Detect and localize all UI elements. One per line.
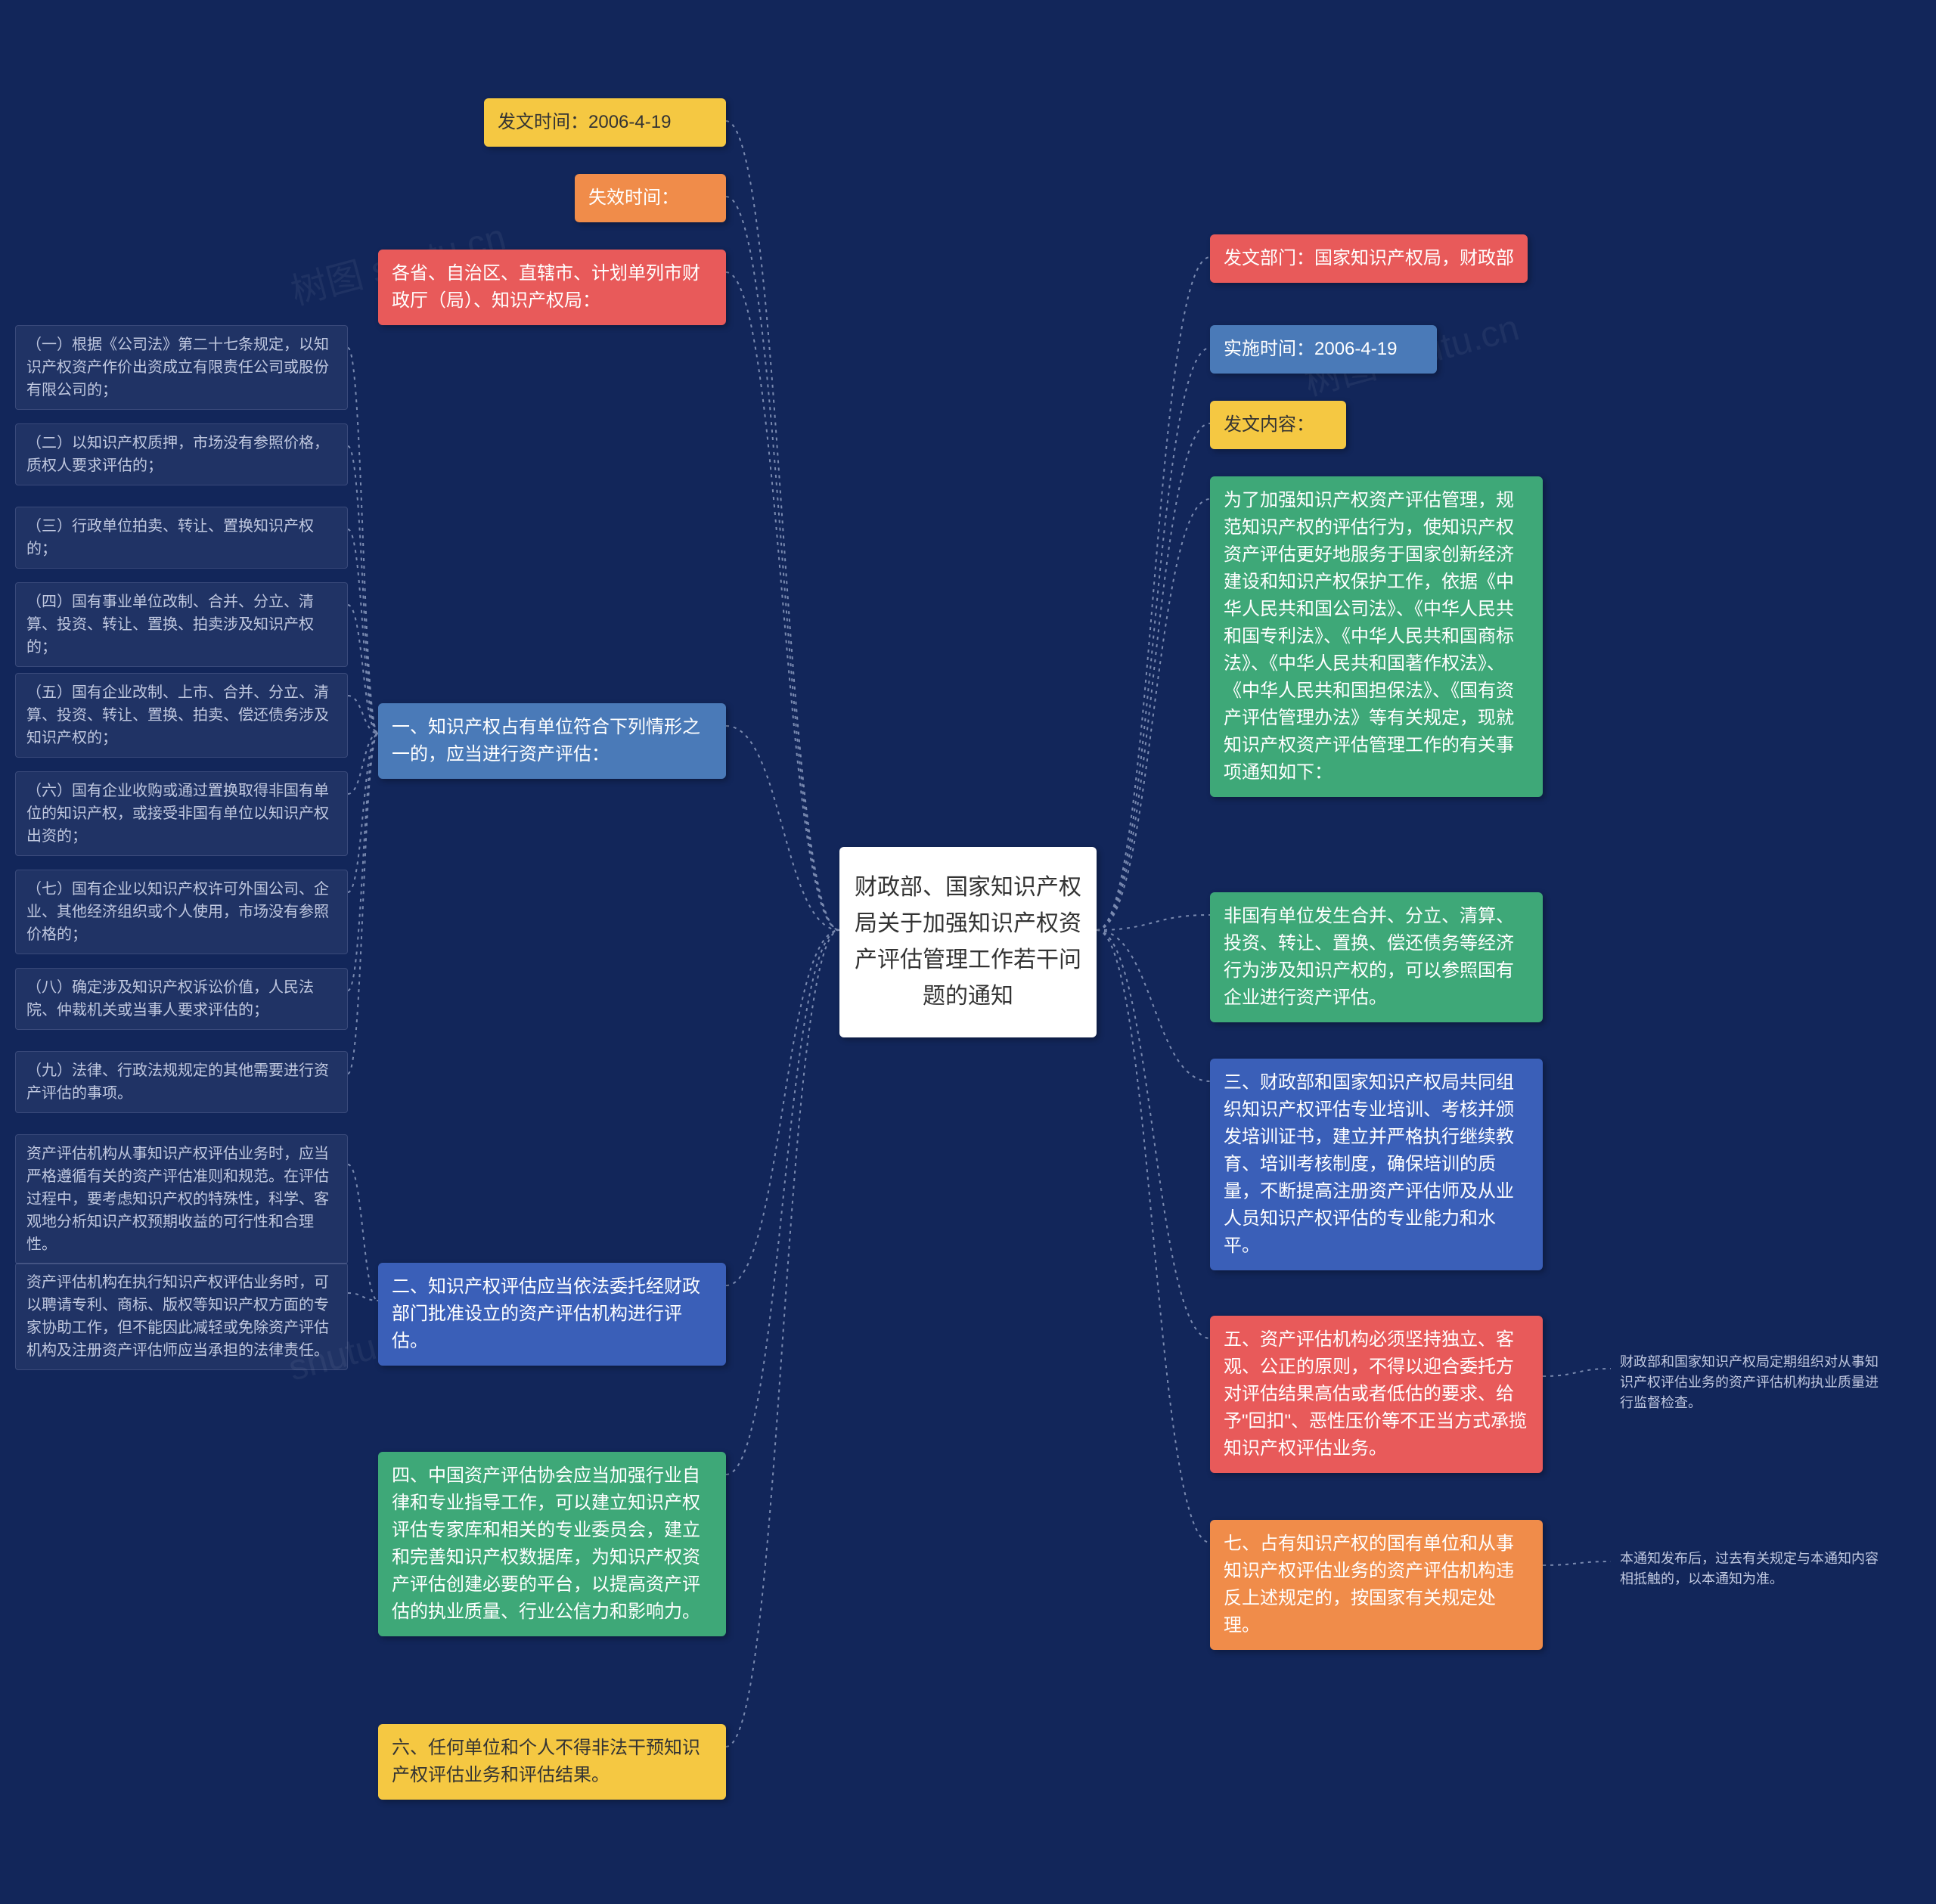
right-node-r2: 实施时间：2006-4-19 [1210,325,1437,374]
leaf-node: （九）法律、行政法规规定的其他需要进行资产评估的事项。 [15,1051,348,1113]
leaf-node: （五）国有企业改制、上市、合并、分立、清算、投资、转让、置换、拍卖、偿还债务涉及… [15,673,348,758]
leaf-node: 财政部和国家知识产权局定期组织对从事知识产权评估业务的资产评估机构执业质量进行监… [1611,1346,1898,1419]
leaf-node: 本通知发布后，过去有关规定与本通知内容相抵触的，以本通知为准。 [1611,1543,1898,1595]
left-node-l4: 一、知识产权占有单位符合下列情形之一的，应当进行资产评估： [378,703,726,779]
leaf-node: （七）国有企业以知识产权许可外国公司、企业、其他经济组织或个人使用，市场没有参照… [15,870,348,954]
right-node-r3: 发文内容： [1210,401,1346,449]
right-node-r7: 五、资产评估机构必须坚持独立、客观、公正的原则，不得以迎合委托方对评估结果高估或… [1210,1316,1543,1473]
left-node-l5: 二、知识产权评估应当依法委托经财政部门批准设立的资产评估机构进行评估。 [378,1263,726,1366]
leaf-node: （二）以知识产权质押，市场没有参照价格，质权人要求评估的； [15,423,348,485]
right-node-r8: 七、占有知识产权的国有单位和从事知识产权评估业务的资产评估机构违反上述规定的，按… [1210,1520,1543,1650]
right-node-r6: 三、财政部和国家知识产权局共同组织知识产权评估专业培训、考核并颁发培训证书，建立… [1210,1059,1543,1270]
leaf-node: （八）确定涉及知识产权诉讼价值，人民法院、仲裁机关或当事人要求评估的； [15,968,348,1030]
leaf-node: （六）国有企业收购或通过置换取得非国有单位的知识产权，或接受非国有单位以知识产权… [15,771,348,856]
leaf-node: （三）行政单位拍卖、转让、置换知识产权的； [15,507,348,569]
left-node-l6: 四、中国资产评估协会应当加强行业自律和专业指导工作，可以建立知识产权评估专家库和… [378,1452,726,1636]
center-root-node: 财政部、国家知识产权局关于加强知识产权资产评估管理工作若干问题的通知 [839,847,1097,1037]
left-node-l1: 发文时间：2006-4-19 [484,98,726,147]
right-node-r4: 为了加强知识产权资产评估管理，规范知识产权的评估行为，使知识产权资产评估更好地服… [1210,476,1543,797]
leaf-node: 资产评估机构在执行知识产权评估业务时，可以聘请专利、商标、版权等知识产权方面的专… [15,1263,348,1370]
right-node-r1: 发文部门：国家知识产权局，财政部 [1210,234,1528,283]
right-node-r5: 非国有单位发生合并、分立、清算、投资、转让、置换、偿还债务等经济行为涉及知识产权… [1210,892,1543,1022]
left-node-l3: 各省、自治区、直辖市、计划单列市财政厅（局）、知识产权局： [378,250,726,325]
leaf-node: （四）国有事业单位改制、合并、分立、清算、投资、转让、置换、拍卖涉及知识产权的； [15,582,348,667]
leaf-node: 资产评估机构从事知识产权评估业务时，应当严格遵循有关的资产评估准则和规范。在评估… [15,1134,348,1264]
left-node-l2: 失效时间： [575,174,726,222]
left-node-l7: 六、任何单位和个人不得非法干预知识产权评估业务和评估结果。 [378,1724,726,1800]
leaf-node: （一）根据《公司法》第二十七条规定，以知识产权资产作价出资成立有限责任公司或股份… [15,325,348,410]
